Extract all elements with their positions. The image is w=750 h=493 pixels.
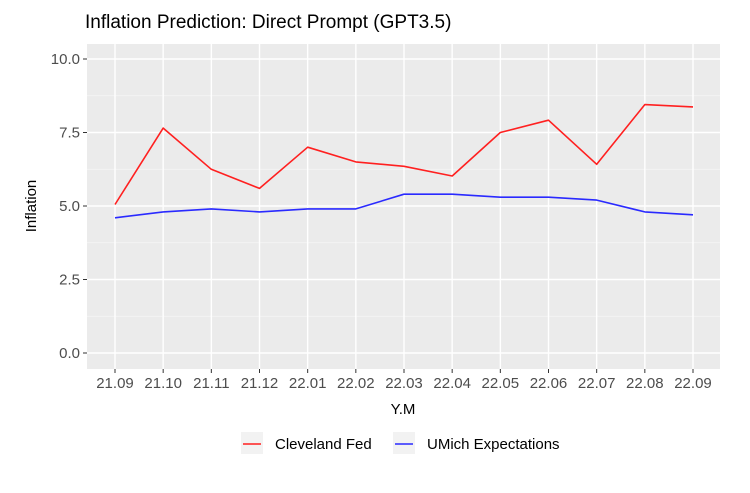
legend-label: Cleveland Fed [275, 436, 372, 453]
y-tick-label: 2.5 [59, 272, 80, 289]
y-tick-label: 10.0 [51, 51, 80, 68]
y-axis-title: Inflation [23, 180, 40, 233]
x-tick-label: 22.03 [385, 375, 423, 392]
chart-title: Inflation Prediction: Direct Prompt (GPT… [85, 12, 451, 33]
x-tick-label: 21.10 [144, 375, 182, 392]
x-axis: 21.09 21.10 21.11 21.12 22.01 22.02 22.03 22.04… [96, 369, 712, 392]
series-line-umich-expectations [114, 193, 694, 219]
legend-item: Cleveland Fed [241, 432, 372, 454]
legend: Cleveland Fed UMich Expectations [241, 432, 560, 454]
x-tick-label: 21.12 [241, 375, 279, 392]
x-tick-label: 22.08 [626, 375, 664, 392]
x-tick-label: 22.07 [578, 375, 616, 392]
x-tick-label: 22.05 [482, 375, 520, 392]
x-tick-label: 22.04 [433, 375, 471, 392]
x-tick-label: 22.01 [289, 375, 327, 392]
legend-label: UMich Expectations [427, 436, 560, 453]
legend-key-box [393, 432, 415, 454]
legend-key-box [241, 432, 263, 454]
x-tick-label: 21.09 [96, 375, 134, 392]
legend-item: UMich Expectations [393, 432, 560, 454]
series-line-cleveland-fed [114, 103, 694, 205]
major-gridlines [87, 44, 720, 369]
y-tick-label: 5.0 [59, 198, 80, 215]
x-axis-title: Y.M [391, 401, 416, 418]
y-tick-label: 0.0 [59, 345, 80, 362]
x-tick-label: 21.11 [193, 375, 229, 392]
x-tick-label: 22.09 [674, 375, 712, 392]
series-layer [114, 103, 694, 219]
x-tick-label: 22.06 [530, 375, 568, 392]
y-axis: 0.0 2.5 5.0 7.5 10.0 [51, 51, 87, 362]
x-tick-label: 22.02 [337, 375, 375, 392]
y-tick-label: 7.5 [59, 125, 80, 142]
